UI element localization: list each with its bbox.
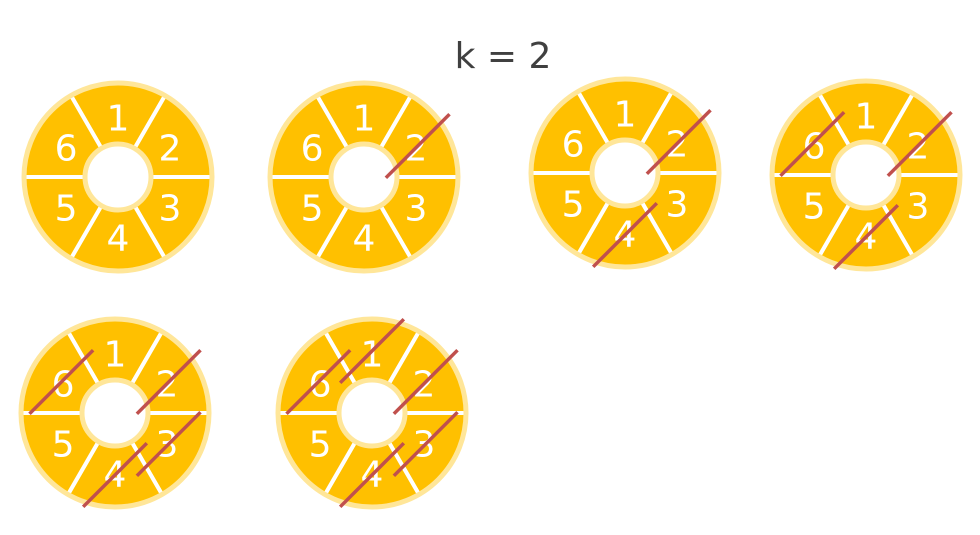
segment-label-4: 4 xyxy=(353,219,376,260)
strike-line-6 xyxy=(285,348,352,416)
segment-label-2: 2 xyxy=(159,129,182,170)
wheel-hub xyxy=(589,137,661,209)
wheel-rim xyxy=(21,80,215,274)
strike-line-4 xyxy=(591,201,659,269)
strike-line-3 xyxy=(392,410,459,478)
segment-label-1: 1 xyxy=(614,95,637,136)
strike-line-4 xyxy=(832,203,900,271)
wheel-hub xyxy=(328,141,400,213)
wheel-1: 12 345 6 xyxy=(21,80,215,274)
wheel-rim xyxy=(769,78,963,272)
wheel-hub xyxy=(336,377,408,449)
segment-label-5: 5 xyxy=(803,187,826,228)
segment-label-1: 1 xyxy=(353,99,376,140)
wheel-hub xyxy=(79,377,151,449)
strike-line-4 xyxy=(338,441,406,509)
segment-label-4: 4 xyxy=(107,219,130,260)
strike-line-2 xyxy=(645,108,712,176)
wheel-rim xyxy=(528,76,722,270)
segment-label-5: 5 xyxy=(52,425,75,466)
segment-label-5: 5 xyxy=(562,185,585,226)
segment-label-6: 6 xyxy=(301,129,324,170)
strike-line-6 xyxy=(779,110,846,178)
page-title: k = 2 xyxy=(454,36,552,77)
strike-line-2 xyxy=(392,348,459,416)
segment-label-6: 6 xyxy=(562,125,585,166)
wheel-rim xyxy=(275,316,469,510)
segment-label-3: 3 xyxy=(405,189,428,230)
segment-label-3: 3 xyxy=(907,187,930,228)
segment-label-1: 1 xyxy=(107,99,130,140)
segment-label-5: 5 xyxy=(301,189,324,230)
strike-line-2 xyxy=(886,110,953,178)
wheel-rim xyxy=(18,316,212,510)
segment-label-3: 3 xyxy=(159,189,182,230)
strike-line-1 xyxy=(338,317,406,385)
segment-label-5: 5 xyxy=(55,189,78,230)
segment-label-3: 3 xyxy=(666,185,689,226)
segment-label-1: 1 xyxy=(104,335,127,376)
wheel-rim xyxy=(267,80,461,274)
segment-label-6: 6 xyxy=(55,129,78,170)
wheel-hub xyxy=(82,141,154,213)
strike-line-4 xyxy=(81,441,149,509)
strike-line-2 xyxy=(135,348,202,416)
segment-label-1: 1 xyxy=(855,97,878,138)
strike-line-6 xyxy=(28,348,95,416)
wheel-hub xyxy=(830,139,902,211)
strike-line-2 xyxy=(384,112,451,180)
segment-label-5: 5 xyxy=(309,425,332,466)
strike-line-3 xyxy=(135,410,202,478)
